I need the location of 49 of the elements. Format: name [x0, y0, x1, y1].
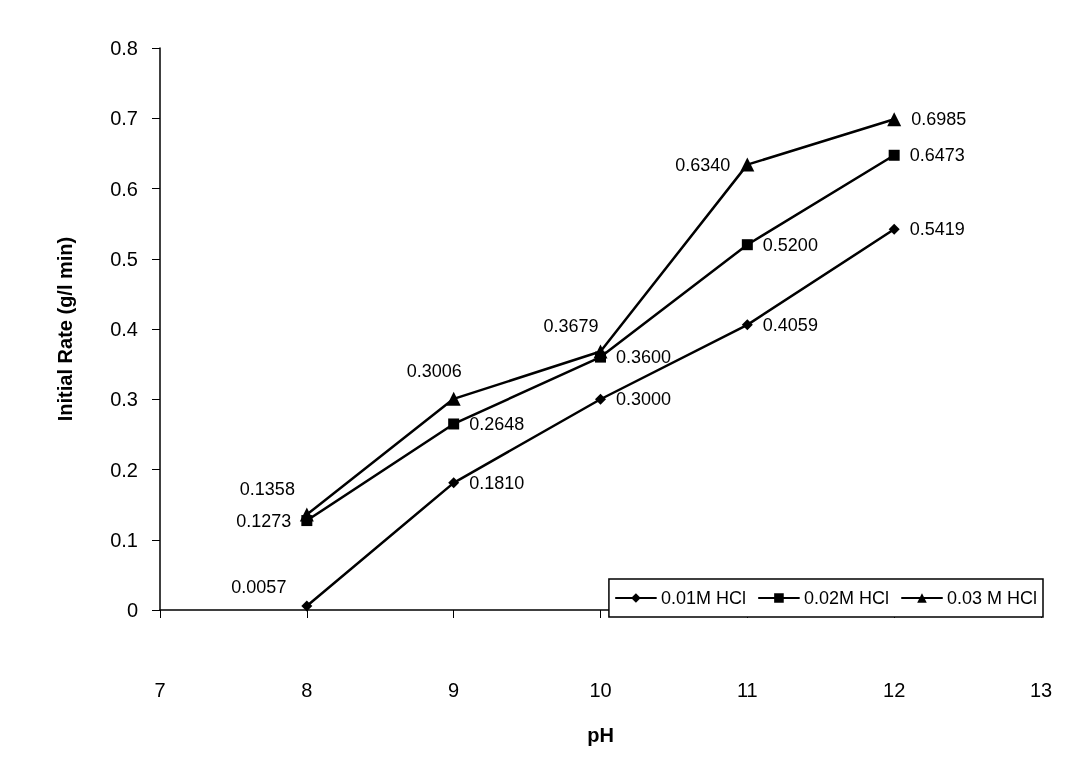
data-label: 0.3600 [616, 347, 672, 368]
point [741, 319, 753, 331]
data-label: 0.0057 [231, 577, 287, 598]
y-tick-label: 0.7 [110, 107, 138, 130]
data-label: 0.6340 [675, 154, 731, 175]
x-tick-label: 8 [301, 679, 313, 701]
data-label: 0.1273 [236, 510, 292, 531]
y-tick-label: 0.8 [110, 37, 138, 59]
data-label: 0.5419 [909, 219, 965, 240]
legend-label: 0.01M HCl [660, 588, 746, 608]
point [741, 239, 753, 251]
x-tick-label: 11 [736, 679, 758, 701]
point [595, 393, 606, 405]
data-label: 0.1358 [239, 478, 295, 499]
y-tick-label: 0.3 [110, 388, 138, 411]
data-label: 0.4059 [762, 314, 818, 335]
data-label: 0.6473 [909, 145, 965, 166]
y-tick-label: 0.5 [110, 247, 138, 270]
data-label: 0.2648 [469, 413, 525, 434]
legend-label: 0.03 M HCl [946, 588, 1037, 608]
x-axis-title: pH [587, 724, 614, 746]
y-tick-label: 0.1 [110, 528, 138, 551]
point [301, 600, 313, 612]
point [887, 112, 902, 127]
x-tick-label: 12 [883, 679, 906, 701]
x-tick-label: 9 [448, 679, 460, 701]
data-label: 0.5200 [762, 234, 818, 255]
data-label: 0.1810 [469, 472, 525, 493]
data-label: 0.3000 [616, 389, 672, 410]
y-tick-label: 0.4 [110, 318, 138, 340]
data-label: 0.3006 [406, 360, 462, 381]
point [888, 223, 900, 235]
x-tick-label: 10 [589, 679, 612, 701]
point [593, 344, 608, 359]
point [446, 391, 461, 406]
point [448, 418, 460, 430]
x-tick-label: 7 [154, 679, 166, 701]
y-axis-title: Initial Rate (g/l min) [54, 236, 76, 422]
point [448, 477, 460, 489]
y-tick-label: 0 [126, 599, 138, 621]
point [299, 507, 314, 522]
y-tick-label: 0.2 [110, 458, 138, 481]
data-label: 0.6985 [911, 109, 967, 130]
legend-label: 0.02M HCl [803, 588, 889, 608]
point [888, 149, 900, 161]
x-tick-label: 13 [1029, 679, 1053, 701]
y-tick-label: 0.6 [110, 177, 138, 200]
point [740, 157, 755, 172]
data-label: 0.3679 [543, 315, 599, 336]
